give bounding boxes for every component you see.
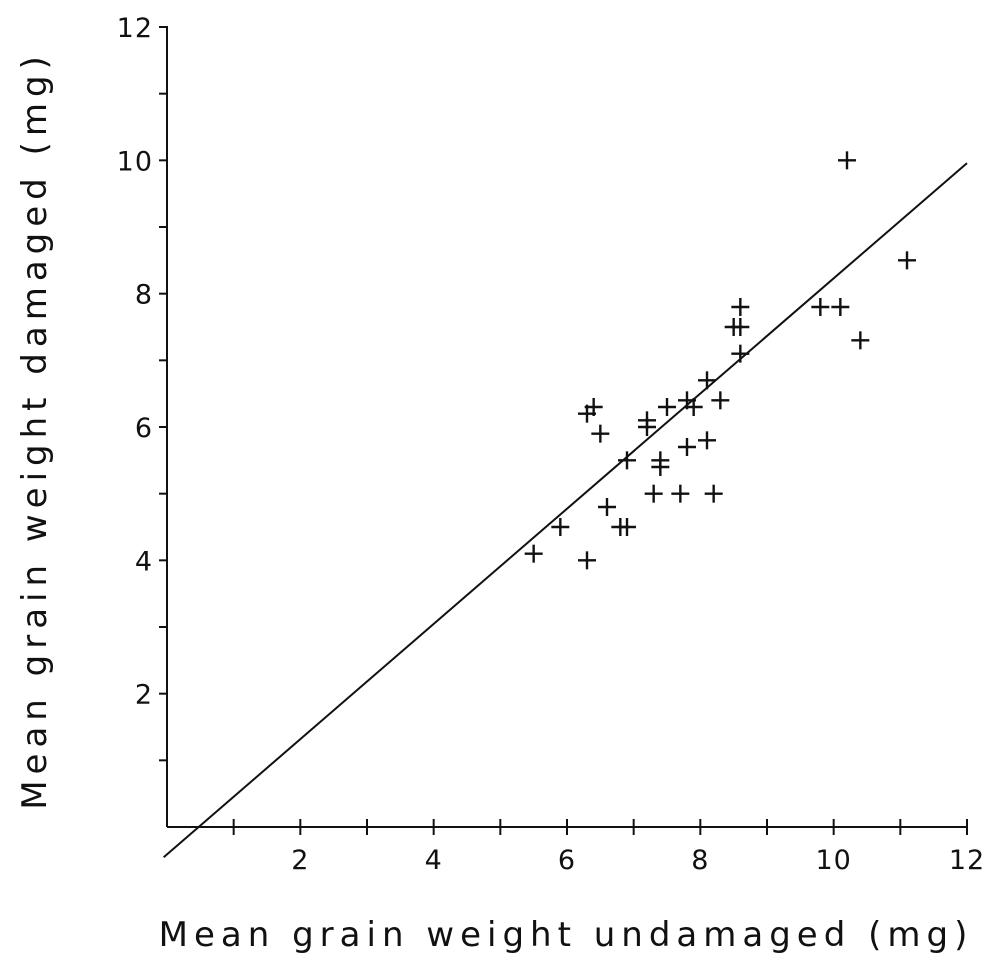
- y-tick-label: 12: [117, 13, 153, 44]
- data-point: [711, 391, 730, 410]
- data-point: [638, 418, 656, 436]
- fit-line-group: [163, 162, 968, 858]
- data-point: [678, 438, 696, 456]
- data-points: [524, 151, 916, 570]
- y-tick-label: 8: [135, 280, 153, 311]
- data-point: [698, 371, 716, 390]
- x-tick-label: 12: [949, 845, 985, 876]
- y-axis-label: Mean grain weight damaged (mg): [15, 50, 55, 810]
- x-tick-label: 4: [425, 845, 443, 876]
- x-axis-label: Mean grain weight undamaged (mg): [159, 915, 974, 955]
- data-point: [618, 518, 636, 536]
- data-point: [658, 398, 676, 416]
- data-point: [898, 251, 916, 270]
- axes: [166, 27, 967, 828]
- data-point: [811, 298, 830, 316]
- data-point: [598, 498, 616, 516]
- data-point: [651, 458, 670, 476]
- tick-labels: 2 4 6 8 10 12 2 4 6 8 10 12: [117, 13, 985, 876]
- data-point: [524, 544, 543, 563]
- y-tick-label: 10: [117, 146, 153, 177]
- data-point: [731, 344, 750, 363]
- x-tick-label: 8: [691, 845, 709, 876]
- data-point: [591, 424, 610, 443]
- data-point: [704, 484, 723, 503]
- data-point: [584, 398, 603, 416]
- x-tick-label: 2: [291, 845, 309, 876]
- data-point: [731, 298, 750, 316]
- x-tick-label: 6: [558, 845, 576, 876]
- data-point: [618, 451, 636, 470]
- fit-line: [163, 162, 968, 858]
- data-point: [851, 331, 870, 350]
- data-point: [684, 398, 703, 416]
- data-point: [671, 484, 690, 503]
- ticks: [159, 26, 968, 835]
- y-tick-label: 2: [135, 680, 153, 711]
- data-point: [698, 431, 716, 450]
- y-tick-label: 4: [135, 546, 153, 577]
- data-point: [551, 518, 570, 536]
- data-point: [831, 298, 850, 316]
- data-point: [731, 318, 750, 336]
- data-point: [838, 151, 856, 170]
- y-tick-label: 6: [135, 413, 153, 444]
- data-point: [578, 551, 596, 570]
- data-point: [644, 484, 663, 503]
- x-tick-label: 10: [815, 845, 851, 876]
